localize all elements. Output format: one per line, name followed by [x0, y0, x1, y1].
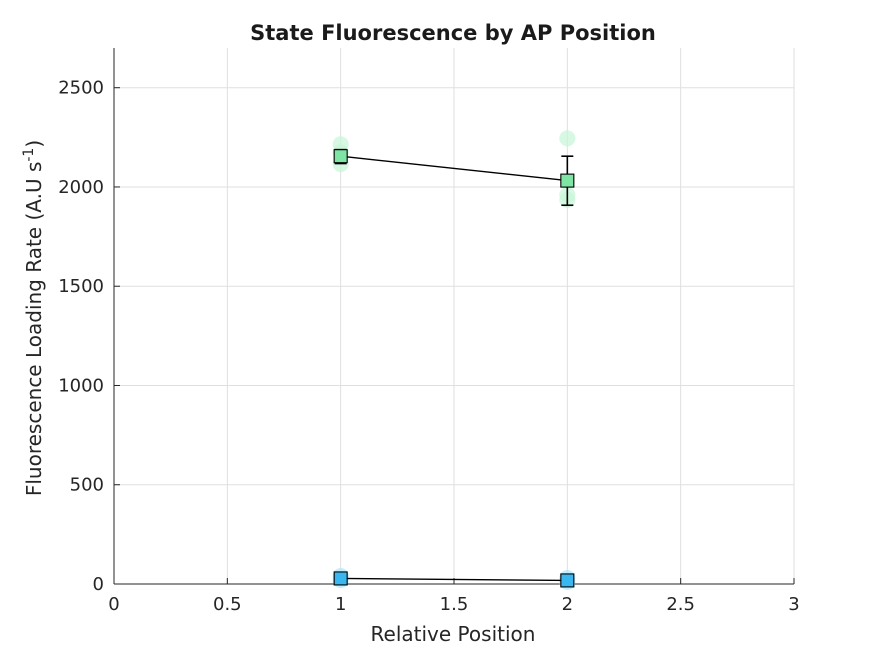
- y-axis-label-superscript: -1: [21, 148, 37, 162]
- x-tick-label: 1: [335, 594, 346, 615]
- x-tick-label: 3: [788, 594, 799, 615]
- mean-marker: [333, 571, 348, 586]
- x-tick-label: 0: [108, 594, 119, 615]
- y-axis-label-main: Fluorescence Loading Rate (A.U s: [22, 162, 46, 497]
- series-1: [332, 130, 576, 208]
- x-axis-label: Relative Position: [371, 622, 536, 646]
- tick-labels: 0 0.5 1 1.5 2 2.5 3 0 500 1000 1500 2000 2500: [58, 78, 800, 615]
- mean-marker: [333, 149, 348, 164]
- mean-marker: [560, 173, 575, 188]
- mean-marker: [560, 573, 575, 588]
- x-tick-label: 2.5: [666, 594, 695, 615]
- y-axis-label-suffix: ): [22, 140, 46, 148]
- y-tick-label: 500: [70, 475, 104, 496]
- y-tick-label: 1000: [58, 375, 104, 396]
- x-tick-label: 0.5: [213, 594, 242, 615]
- series-line: [340, 155, 568, 182]
- y-tick-label: 2500: [58, 78, 104, 99]
- series-2: [332, 568, 576, 591]
- chart-title: State Fluorescence by AP Position: [250, 21, 656, 45]
- y-axis-label: Fluorescence Loading Rate (A.U s-1): [21, 140, 46, 496]
- x-tick-label: 1.5: [440, 594, 469, 615]
- data-area: [332, 130, 576, 591]
- grid: [113, 48, 795, 585]
- y-tick-label: 2000: [58, 177, 104, 198]
- y-tick-label: 1500: [58, 276, 104, 297]
- series-line: [340, 577, 568, 582]
- x-tick-label: 2: [562, 594, 573, 615]
- y-tick-label: 0: [93, 574, 104, 595]
- raw-data-point: [559, 130, 576, 147]
